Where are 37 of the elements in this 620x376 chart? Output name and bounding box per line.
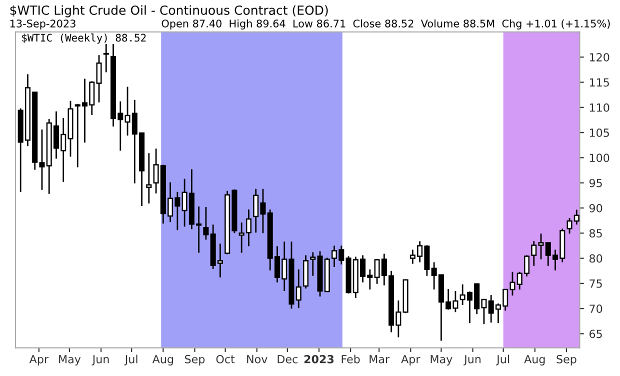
x-tick-label: Jun: [464, 355, 481, 366]
annotation: $WTIC (Weekly) 88.52: [22, 34, 146, 44]
y-tick-label: 110: [590, 103, 610, 112]
x-tick-label: Nov: [247, 355, 268, 364]
y-tick-label: 75: [590, 280, 602, 288]
candlestick: [203, 206, 209, 240]
y-tick-label: 80: [589, 254, 602, 263]
x-tick-label: Sep: [185, 354, 205, 366]
text: 13-Sep-2023: [10, 20, 76, 30]
x-tick-label: Jul: [496, 354, 509, 366]
x-tick-label: Aug: [524, 355, 545, 366]
x-tick-label: Dec: [278, 355, 298, 364]
x-tick-label: 2023: [304, 354, 334, 364]
y-tick-label: 85: [589, 229, 602, 238]
candlestick: [146, 152, 152, 204]
chart-title: $WTIC Light Crude Oil - Continuous Contract (EOD): [10, 5, 328, 18]
x-tick-label: Jul: [124, 354, 138, 366]
text: Open 87.40 High 89.64 Low 86.71 Close 88.52 Volume 88.5M Chg +1.01 (+1.15%): [162, 19, 610, 30]
x-tick-label: Oct: [216, 354, 235, 364]
y-tick-label: 115: [590, 78, 609, 87]
y-tick-label: 95: [589, 178, 602, 188]
x-tick-label: Apr: [401, 355, 420, 366]
candlestick: [103, 43, 109, 73]
x-tick-label: Feb: [342, 354, 360, 364]
y-tick-label: 105: [590, 128, 609, 137]
x-tick-label: Apr: [29, 355, 49, 366]
y-tick-label: 70: [590, 304, 602, 313]
x-tick-label: May: [430, 355, 452, 366]
x-tick-label: Mar: [370, 355, 390, 364]
x-tick-label: Aug: [152, 355, 174, 366]
y-tick-label: 100: [590, 154, 610, 162]
x-tick-label: Jun: [92, 355, 109, 366]
x-tick-label: Sep: [556, 354, 576, 366]
y-tick-label: 120: [590, 53, 610, 62]
y-tick-label: 65: [590, 330, 602, 338]
y-tick-label: 90: [589, 204, 602, 212]
x-tick-label: May: [59, 355, 81, 366]
